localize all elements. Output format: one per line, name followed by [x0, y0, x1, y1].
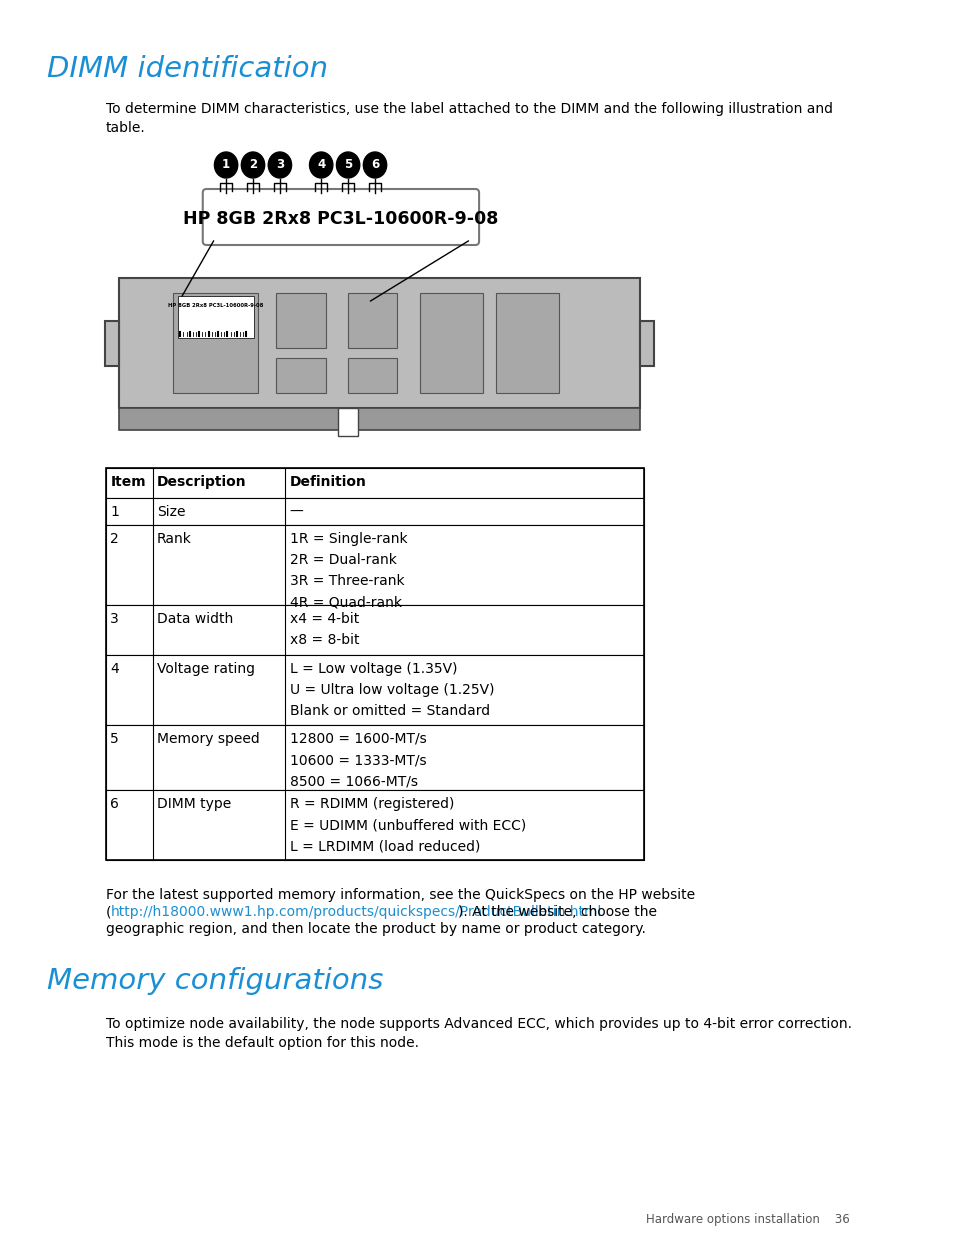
- Bar: [106, 790, 643, 860]
- Circle shape: [363, 152, 386, 178]
- Circle shape: [268, 152, 292, 178]
- Text: 1: 1: [111, 505, 119, 519]
- Text: HP 8GB 2Rx8 PC3L-10600R-9-08: HP 8GB 2Rx8 PC3L-10600R-9-08: [168, 303, 263, 308]
- Text: For the latest supported memory information, see the QuickSpecs on the HP websit: For the latest supported memory informat…: [106, 888, 695, 902]
- Text: http://h18000.www1.hp.com/products/quickspecs/ProductBulletin.html: http://h18000.www1.hp.com/products/quick…: [112, 905, 602, 919]
- Text: Memory speed: Memory speed: [157, 732, 259, 746]
- Text: 3: 3: [275, 158, 284, 172]
- Text: Memory configurations: Memory configurations: [47, 967, 382, 995]
- Bar: [119, 408, 639, 430]
- Circle shape: [336, 152, 359, 178]
- Text: —: —: [290, 505, 303, 519]
- Bar: [639, 321, 654, 366]
- Bar: [106, 468, 643, 498]
- Text: 1: 1: [222, 158, 230, 172]
- Bar: [348, 293, 397, 348]
- Bar: [173, 293, 258, 393]
- Text: DIMM type: DIMM type: [157, 797, 231, 811]
- Bar: [106, 468, 643, 860]
- Text: R = RDIMM (registered)
E = UDIMM (unbuffered with ECC)
L = LRDIMM (load reduced): R = RDIMM (registered) E = UDIMM (unbuff…: [290, 797, 525, 853]
- Text: Size: Size: [157, 505, 185, 519]
- Text: Definition: Definition: [290, 475, 366, 489]
- Bar: [276, 358, 325, 393]
- Text: 6: 6: [371, 158, 378, 172]
- Bar: [337, 408, 357, 436]
- Circle shape: [214, 152, 237, 178]
- Text: Hardware options installation    36: Hardware options installation 36: [645, 1213, 849, 1226]
- Text: 1R = Single-rank
2R = Dual-rank
3R = Three-rank
4R = Quad-rank: 1R = Single-rank 2R = Dual-rank 3R = Thr…: [290, 532, 407, 609]
- Text: To determine DIMM characteristics, use the label attached to the DIMM and the fo: To determine DIMM characteristics, use t…: [106, 103, 832, 136]
- Bar: [106, 525, 643, 605]
- Text: 2: 2: [249, 158, 256, 172]
- Bar: [106, 605, 643, 655]
- Text: HP 8GB 2Rx8 PC3L-10600R-9-08: HP 8GB 2Rx8 PC3L-10600R-9-08: [183, 210, 498, 228]
- Bar: [348, 358, 397, 393]
- Bar: [177, 296, 253, 338]
- Text: Item: Item: [111, 475, 146, 489]
- Text: 5: 5: [111, 732, 119, 746]
- Text: 2: 2: [111, 532, 119, 546]
- Text: 3: 3: [111, 613, 119, 626]
- Text: (: (: [106, 905, 112, 919]
- Text: 4: 4: [316, 158, 325, 172]
- Text: Rank: Rank: [157, 532, 192, 546]
- Circle shape: [241, 152, 264, 178]
- Bar: [106, 725, 643, 790]
- Text: L = Low voltage (1.35V)
U = Ultra low voltage (1.25V)
Blank or omitted = Standar: L = Low voltage (1.35V) U = Ultra low vo…: [290, 662, 494, 719]
- Text: 6: 6: [111, 797, 119, 811]
- FancyBboxPatch shape: [203, 189, 478, 245]
- Text: 5: 5: [344, 158, 352, 172]
- Bar: [105, 321, 119, 366]
- Bar: [276, 293, 325, 348]
- Text: ). At the website, choose the: ). At the website, choose the: [457, 905, 656, 919]
- Text: geographic region, and then locate the product by name or product category.: geographic region, and then locate the p…: [106, 923, 645, 936]
- Text: DIMM identification: DIMM identification: [47, 56, 328, 83]
- Text: Data width: Data width: [157, 613, 233, 626]
- Text: 12800 = 1600-MT/s
10600 = 1333-MT/s
8500 = 1066-MT/s: 12800 = 1600-MT/s 10600 = 1333-MT/s 8500…: [290, 732, 426, 788]
- Text: x4 = 4-bit
x8 = 8-bit: x4 = 4-bit x8 = 8-bit: [290, 613, 359, 647]
- Bar: [106, 655, 643, 725]
- Bar: [496, 293, 558, 393]
- Text: To optimize node availability, the node supports Advanced ECC, which provides up: To optimize node availability, the node …: [106, 1016, 851, 1051]
- Circle shape: [309, 152, 333, 178]
- Text: Voltage rating: Voltage rating: [157, 662, 254, 676]
- Bar: [106, 498, 643, 525]
- Text: Description: Description: [157, 475, 247, 489]
- Text: 4: 4: [111, 662, 119, 676]
- Bar: [419, 293, 482, 393]
- Bar: [119, 278, 639, 408]
